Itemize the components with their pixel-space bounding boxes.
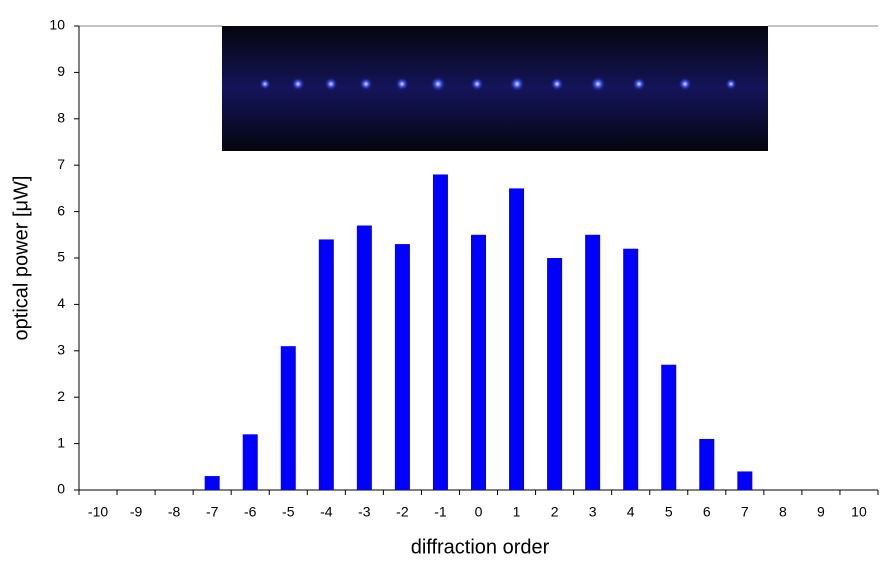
bar xyxy=(547,258,563,490)
x-tick-label: -10 xyxy=(88,504,108,520)
x-tick-label: 2 xyxy=(551,504,559,520)
bar xyxy=(661,364,677,490)
bar xyxy=(242,434,258,490)
bar xyxy=(280,346,296,490)
bar xyxy=(318,239,334,490)
x-tick-label: -5 xyxy=(282,504,295,520)
bar xyxy=(471,234,486,490)
x-tick-label: 9 xyxy=(817,504,825,520)
y-tick-label: 0 xyxy=(57,481,65,497)
y-tick-label: 10 xyxy=(49,17,65,33)
x-tick-label: -6 xyxy=(244,504,257,520)
y-tick-label: 8 xyxy=(57,110,65,126)
x-tick-label: -2 xyxy=(396,504,409,520)
x-tick-label: 6 xyxy=(703,504,711,520)
x-tick-label: -8 xyxy=(168,504,181,520)
bar xyxy=(394,244,410,490)
y-axis-title: optical power [μW] xyxy=(10,176,32,341)
x-tick-label: 0 xyxy=(475,504,483,520)
x-tick-label: 1 xyxy=(513,504,521,520)
y-tick-label: 5 xyxy=(57,249,65,265)
x-tick-label: 8 xyxy=(779,504,787,520)
bar xyxy=(432,174,448,491)
bar xyxy=(737,471,753,490)
inset-image xyxy=(222,26,768,151)
x-tick-label: 4 xyxy=(627,504,635,520)
x-tick-label: -1 xyxy=(434,504,447,520)
bar xyxy=(356,225,372,490)
x-tick-label: -9 xyxy=(130,504,143,520)
x-tick-label: -3 xyxy=(358,504,371,520)
bar xyxy=(699,438,715,490)
y-tick-label: 6 xyxy=(57,202,65,218)
x-tick-label: -7 xyxy=(206,504,219,520)
x-tick-label: 7 xyxy=(741,504,749,520)
y-tick-label: 2 xyxy=(57,388,65,404)
bar xyxy=(585,234,601,490)
y-tick-label: 1 xyxy=(57,434,65,450)
y-tick-label: 3 xyxy=(57,342,65,358)
y-tick-label: 4 xyxy=(57,295,65,311)
x-tick-label: -4 xyxy=(320,504,333,520)
x-axis-title: diffraction order xyxy=(411,536,550,558)
x-tick-label: 3 xyxy=(589,504,597,520)
x-tick-label: 10 xyxy=(851,504,867,520)
y-tick-label: 9 xyxy=(57,63,65,79)
y-tick-label: 7 xyxy=(57,156,65,172)
x-tick-label: 5 xyxy=(665,504,673,520)
bar xyxy=(509,188,525,490)
bar xyxy=(204,476,220,490)
bar xyxy=(623,248,639,490)
